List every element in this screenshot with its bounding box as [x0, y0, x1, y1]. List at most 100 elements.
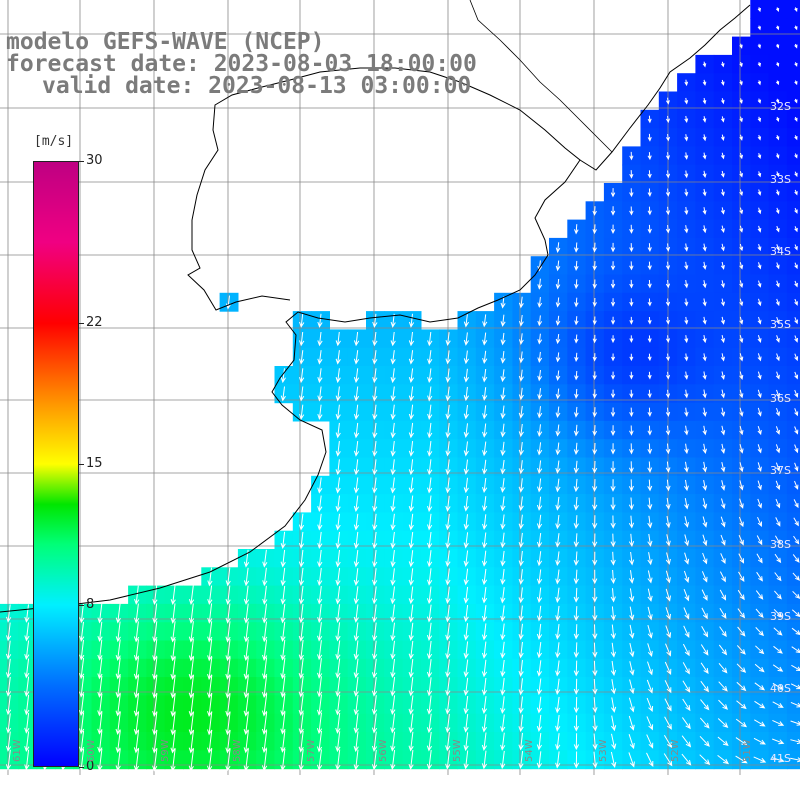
wind-arrow — [573, 533, 579, 548]
wind-arrow — [225, 639, 231, 662]
wind-arrow — [665, 152, 670, 161]
wind-arrow — [610, 479, 616, 492]
wind-arrow — [518, 514, 524, 530]
wind-arrow — [775, 407, 780, 417]
wind-arrow — [794, 25, 798, 31]
latitude-label: 41S — [770, 752, 791, 765]
wind-arrow — [739, 389, 744, 399]
wind-arrow — [684, 316, 689, 325]
wind-arrow — [629, 261, 634, 271]
wind-arrow — [774, 553, 782, 564]
wind-arrow — [646, 716, 654, 731]
wind-arrow — [702, 498, 708, 510]
wind-arrow — [775, 153, 780, 159]
wind-arrow — [794, 135, 798, 141]
wind-arrow — [372, 495, 378, 513]
wind-arrow — [737, 626, 746, 637]
wind-arrow — [408, 713, 414, 734]
lat-lon-grid — [0, 0, 800, 775]
wind-arrow — [665, 353, 670, 362]
wind-arrow — [481, 587, 488, 604]
wind-arrow — [611, 715, 617, 732]
wind-arrow — [408, 640, 414, 660]
wind-arrow — [445, 622, 451, 641]
wind-arrow — [555, 478, 561, 493]
wind-arrow — [280, 621, 286, 643]
wind-arrow — [317, 549, 323, 568]
wind-arrow — [280, 386, 286, 402]
wind-arrow — [500, 478, 506, 493]
wind-arrow — [5, 676, 12, 697]
wind-arrow — [647, 515, 653, 529]
wind-arrow — [317, 313, 323, 328]
wind-arrow — [702, 188, 707, 197]
wind-arrow — [335, 368, 341, 384]
wind-arrow — [390, 422, 396, 439]
wind-arrow — [335, 568, 341, 586]
wind-arrow — [537, 478, 543, 493]
wind-arrow — [702, 516, 708, 528]
wind-arrow — [207, 729, 213, 754]
wind-arrow — [372, 441, 378, 457]
wind-arrow — [682, 698, 691, 712]
wind-arrow — [445, 641, 451, 660]
wind-arrow — [574, 279, 579, 290]
wind-arrow — [775, 98, 780, 104]
wind-arrow — [682, 680, 691, 693]
wind-arrow — [647, 353, 652, 362]
wind-arrow — [702, 280, 707, 289]
wind-arrow — [408, 459, 415, 476]
wind-arrow — [738, 516, 744, 528]
wind-arrow — [97, 712, 103, 735]
wind-arrow — [755, 645, 765, 655]
wind-arrow — [756, 571, 763, 582]
wind-arrow — [481, 732, 488, 751]
wind-arrow — [207, 656, 213, 681]
wind-arrow — [482, 514, 488, 530]
wind-arrow — [371, 749, 378, 771]
wind-arrow — [390, 459, 396, 476]
wind-arrow — [481, 714, 488, 733]
wind-arrow — [390, 386, 396, 402]
wind-arrow — [390, 731, 396, 752]
wind-arrow — [482, 387, 488, 401]
wind-arrow — [665, 261, 671, 271]
wind-arrow — [133, 730, 140, 754]
wind-arrow — [610, 407, 616, 418]
wind-arrow — [739, 480, 744, 491]
wind-arrow — [574, 297, 579, 308]
wind-arrow — [115, 639, 121, 661]
wind-arrow — [720, 170, 725, 178]
speed-cell — [786, 640, 800, 660]
wind-arrow — [426, 750, 433, 770]
wind-arrow — [134, 603, 140, 624]
wind-arrow — [6, 604, 12, 623]
wind-arrow — [629, 624, 635, 639]
wind-arrow — [665, 425, 671, 436]
wind-arrow — [445, 459, 451, 476]
wind-arrow — [133, 711, 140, 736]
wind-arrow — [720, 407, 726, 417]
wind-arrow — [372, 331, 378, 347]
wind-arrow — [500, 496, 506, 512]
wind-arrow — [665, 243, 671, 252]
wind-arrow — [390, 550, 396, 568]
wind-arrow — [24, 731, 30, 753]
wind-arrow — [463, 732, 469, 752]
wind-arrow — [335, 712, 341, 734]
wind-arrow — [794, 226, 798, 233]
wind-arrow — [647, 224, 652, 234]
wind-arrow — [371, 695, 378, 716]
wind-arrow — [152, 657, 158, 680]
wind-arrow — [481, 659, 488, 678]
wind-arrow — [629, 606, 635, 621]
wind-arrow — [592, 678, 598, 695]
wind-arrow — [518, 732, 524, 751]
wind-arrow — [628, 461, 634, 474]
wind-arrow — [317, 586, 323, 605]
wind-arrow — [463, 586, 469, 604]
wind-arrow — [739, 353, 744, 362]
wind-arrow — [500, 351, 506, 364]
wind-arrow — [481, 550, 488, 567]
wind-arrow — [353, 477, 360, 494]
